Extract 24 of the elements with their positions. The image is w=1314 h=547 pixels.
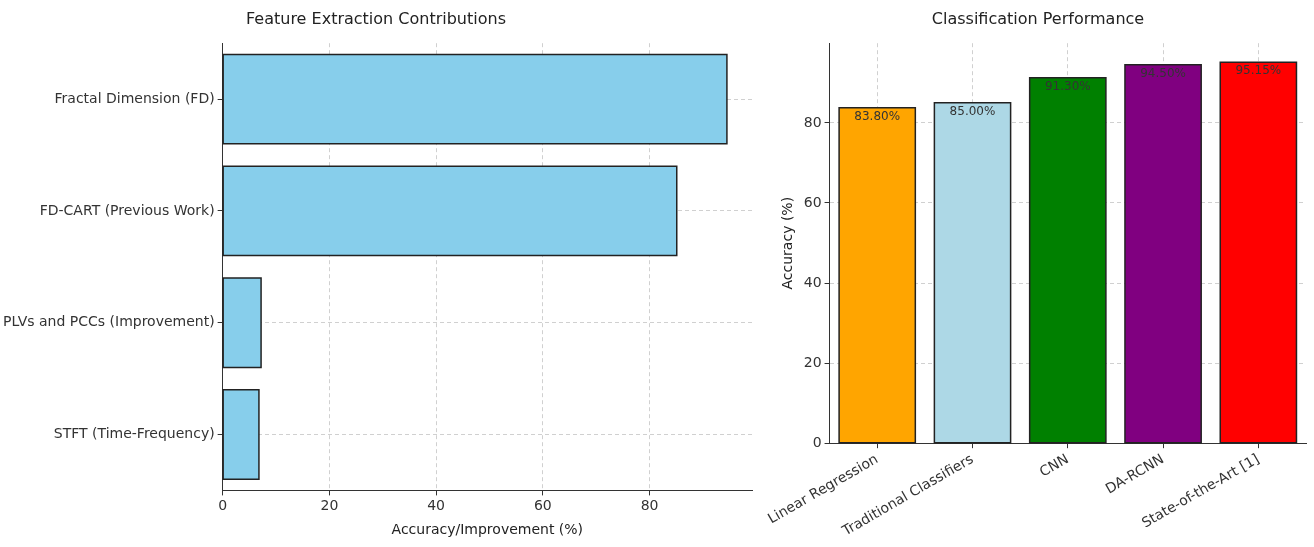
y-tick-label: PLVs and PCCs (Improvement) [3, 313, 215, 330]
y-tick-label: FD-CART (Previous Work) [39, 201, 215, 218]
x-tick-label: 60 [533, 497, 552, 514]
data-label: 83.80% [854, 108, 901, 123]
x-tick-label: 80 [640, 497, 659, 514]
x-axis-title: Accuracy/Improvement (%) [391, 521, 584, 538]
chart-title: Classification Performance [931, 8, 1145, 28]
x-tick-label: CNN [1036, 450, 1072, 480]
data-label: 91.30% [1044, 78, 1091, 93]
y-tick-label: 60 [803, 193, 822, 210]
y-tick-label: 20 [803, 353, 822, 370]
y-tick-label: 80 [803, 113, 822, 130]
data-label: 95.15% [1235, 63, 1282, 78]
x-tick-label: 20 [320, 497, 339, 514]
y-tick-label: STFT (Time-Frequency) [53, 425, 215, 442]
data-label: 85.00% [949, 103, 996, 118]
y-tick-label: Fractal Dimension (FD) [54, 89, 215, 106]
y-axis-title: Accuracy (%) [779, 196, 795, 290]
chart-title: Feature Extraction Contributions [246, 8, 506, 28]
x-tick-label: 40 [427, 497, 446, 514]
y-tick-label: 0 [812, 433, 822, 450]
data-label: 94.50% [1140, 65, 1186, 80]
x-tick-label: 0 [218, 497, 228, 514]
y-tick-label: 40 [803, 273, 822, 290]
